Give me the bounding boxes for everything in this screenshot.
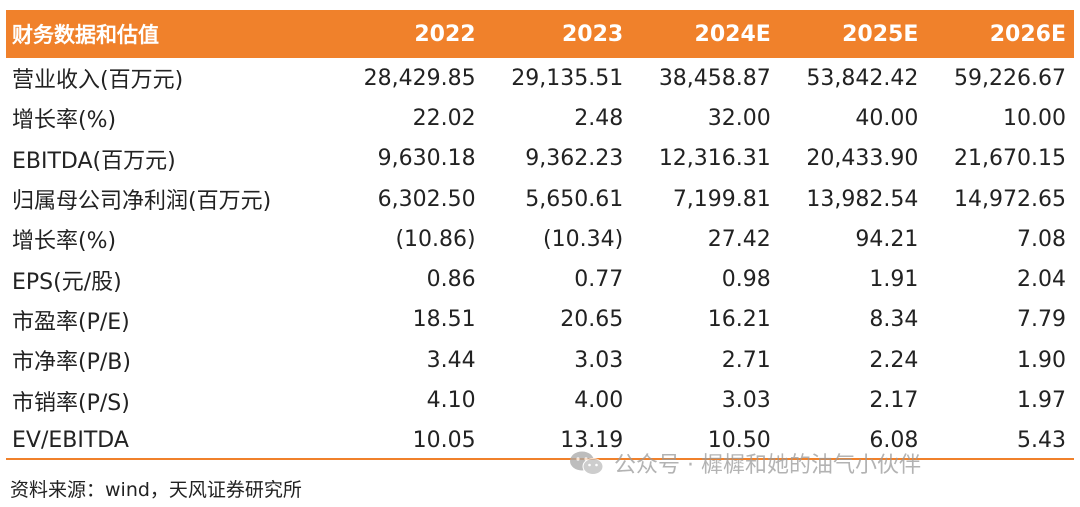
table-bottom-rule [6,458,1074,460]
table-cell: 29,135.51 [511,65,624,91]
table-cell: 1.90 [1017,347,1066,373]
table-cell: 32.00 [707,105,771,131]
watermark: 公众号 · 樨樨和她的油气小伙伴 [568,447,921,479]
row-label: EPS(元/股) [12,269,122,295]
table-cell: 21,670.15 [954,146,1066,172]
table-cell: 9,362.23 [525,146,624,172]
table-cell: 5,650.61 [525,186,624,212]
table-cell: 2.71 [721,347,771,373]
table-cell: 6.08 [869,428,919,454]
table-row: EBITDA(百万元) 9,630.18 9,362.23 12,316.31 20,4… [6,139,1074,179]
table-cell: 27.42 [707,226,771,252]
table-cell: 2.04 [1017,267,1066,293]
table-row: 增长率(%) (10.86) (10.34) 27.42 94.21 7.08 [6,219,1074,259]
table-cell: 16.21 [707,307,771,333]
table-row: EPS(元/股) 0.86 0.77 0.98 1.91 2.04 [6,259,1074,299]
table-cell: 0.98 [721,267,771,293]
row-label: EBITDA(百万元) [12,148,176,174]
table-cell: 3.03 [721,388,771,414]
table-cell: 2.17 [869,388,919,414]
year-header: 2022 [414,21,476,47]
year-header: 2025E [842,21,919,47]
row-label: 归属母公司净利润(百万元) [12,189,272,215]
table-cell: 13,982.54 [806,186,919,212]
table-cell: 28,429.85 [363,65,476,91]
table-row: EV/EBITDA 10.05 13.19 10.50 6.08 5.43 [6,421,1074,461]
row-label: 市净率(P/B) [12,350,131,376]
row-label: 增长率(%) [12,229,117,255]
table-cell: 10.00 [1003,105,1066,131]
table-cell: 0.77 [574,267,624,293]
table-cell: (10.86) [395,226,476,252]
table-row: 归属母公司净利润(百万元) 6,302.50 5,650.61 7,199.81 13,… [6,179,1074,219]
watermark-text: 公众号 · 樨樨和她的油气小伙伴 [614,453,921,478]
table-cell: 3.44 [426,347,476,373]
table-cell: 4.10 [426,388,476,414]
table-cell: 20,433.90 [806,146,919,172]
table-row: 市净率(P/B) 3.44 3.03 2.71 2.24 1.90 [6,340,1074,380]
table-cell: 18.51 [412,307,476,333]
table-row: 市销率(P/S) 4.10 4.00 3.03 2.17 1.97 [6,380,1074,420]
table-cell: 59,226.67 [954,65,1066,91]
table-row: 增长率(%) 22.02 2.48 32.00 40.00 10.00 [6,98,1074,138]
table-title: 财务数据和估值 [12,23,159,47]
financial-table-container: 财务数据和估值 2022 2023 2024E 2025E 2026E 营业收入… [6,10,1074,461]
table-cell: 1.97 [1017,388,1066,414]
row-label: 营业收入(百万元) [12,68,184,94]
table-cell: 7,199.81 [672,186,771,212]
table-cell: 14,972.65 [954,186,1066,212]
table-cell: 1.91 [869,267,919,293]
financial-valuation-table: 财务数据和估值 2022 2023 2024E 2025E 2026E 营业收入… [6,10,1074,461]
year-header: 2023 [561,21,624,47]
row-label: 市销率(P/S) [12,390,130,416]
table-cell: 9,630.18 [377,146,476,172]
table-cell: 3.03 [574,347,624,373]
table-cell: 20.65 [560,307,624,333]
row-label: 市盈率(P/E) [12,309,130,335]
year-header: 2024E [694,21,771,47]
table-body: 营业收入(百万元) 28,429.85 29,135.51 38,458.87 53,8… [6,58,1074,461]
wechat-icon [570,451,604,475]
table-cell: (10.34) [543,226,624,252]
table-cell: 7.08 [1017,226,1066,252]
table-cell: 2.48 [574,105,624,131]
table-cell: 22.02 [412,105,476,131]
table-row: 营业收入(百万元) 28,429.85 29,135.51 38,458.87 53,8… [6,58,1074,98]
table-cell: 0.86 [426,267,476,293]
table-cell: 13.19 [560,428,624,454]
year-header: 2026E [989,21,1066,47]
source-note: 资料来源：wind，天风证券研究所 [10,479,302,501]
table-cell: 10.50 [707,428,771,454]
table-cell: 2.24 [869,347,919,373]
table-cell: 53,842.42 [806,65,919,91]
table-cell: 8.34 [869,307,919,333]
table-cell: 12,316.31 [658,146,771,172]
row-label: 增长率(%) [12,108,117,134]
table-cell: 94.21 [855,226,919,252]
table-cell: 38,458.87 [658,65,771,91]
row-label: EV/EBITDA [12,428,129,454]
table-cell: 5.43 [1017,428,1066,454]
table-cell: 4.00 [574,388,624,414]
table-row: 市盈率(P/E) 18.51 20.65 16.21 8.34 7.79 [6,300,1074,340]
table-cell: 40.00 [855,105,919,131]
table-cell: 6,302.50 [377,186,476,212]
table-cell: 10.05 [412,428,476,454]
table-cell: 7.79 [1017,307,1066,333]
table-header-row: 财务数据和估值 2022 2023 2024E 2025E 2026E [6,10,1074,58]
